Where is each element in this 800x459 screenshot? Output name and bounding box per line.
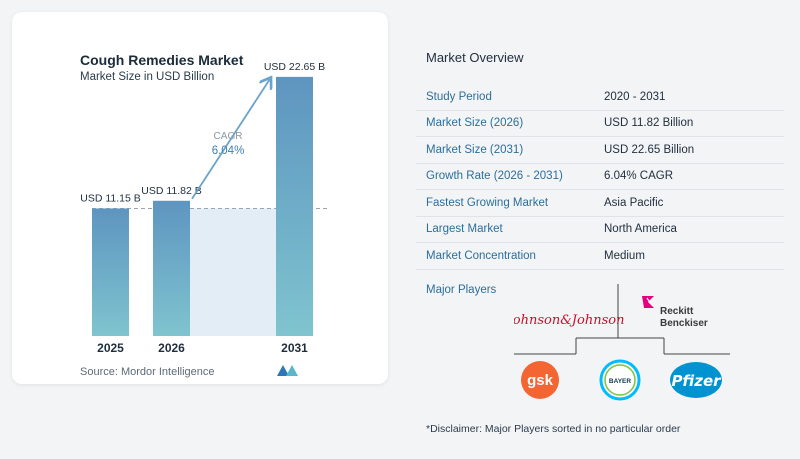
chart-subtitle: Market Size in USD Billion: [80, 71, 215, 83]
svg-text:gsk: gsk: [527, 372, 554, 389]
gsk-logo: gsk: [521, 361, 559, 399]
cagr-label: CAGR: [214, 131, 243, 142]
growth-shade: [190, 208, 276, 336]
row-label: Largest Market: [416, 216, 594, 243]
row-value: USD 22.65 Billion: [594, 136, 784, 164]
table-row: Largest Market North America: [416, 216, 784, 243]
row-label: Market Size (2026): [416, 110, 594, 137]
bar-2025: [92, 208, 129, 336]
table-row: Market Size (2031) USD 22.65 Billion: [416, 136, 784, 164]
johnson-and-johnson-logo: Johnson&Johnson: [514, 313, 624, 328]
bayer-logo: BAYER: [599, 359, 641, 401]
x-tick-2031: 2031: [281, 341, 308, 355]
table-row: Growth Rate (2026 - 2031) 6.04% CAGR: [416, 163, 784, 190]
svg-text:Pfizer: Pfizer: [671, 372, 722, 390]
source-text: Source: Mordor Intelligence: [80, 366, 215, 378]
svg-text:Reckitt: Reckitt: [660, 306, 694, 317]
overview-table: Study Period 2020 - 2031 Market Size (202…: [416, 84, 784, 270]
bar-2031: [276, 76, 313, 336]
row-label: Study Period: [416, 84, 594, 111]
svg-text:Johnson&Johnson: Johnson&Johnson: [514, 313, 624, 328]
row-value: 6.04% CAGR: [594, 163, 784, 190]
bar-chart: USD 11.15 B 2025 USD 11.82 B 2026 USD 22.65 …: [80, 61, 327, 355]
table-row: Fastest Growing Market Asia Pacific: [416, 189, 784, 217]
table-row: Market Size (2026) USD 11.82 Billion: [416, 110, 784, 137]
major-players-label: Major Players: [426, 284, 497, 296]
disclaimer: *Disclaimer: Major Players sorted in no …: [426, 423, 681, 435]
row-value: 2020 - 2031: [594, 84, 784, 111]
pfizer-logo: Pfizer: [670, 362, 722, 398]
row-label: Growth Rate (2026 - 2031): [416, 163, 594, 190]
x-tick-2026: 2026: [158, 341, 185, 355]
data-label-2025: USD 11.15 B: [80, 192, 141, 204]
x-tick-2025: 2025: [97, 341, 124, 355]
overview-title: Market Overview: [426, 50, 524, 65]
table-row: Study Period 2020 - 2031: [416, 84, 784, 111]
table-row: Market Concentration Medium: [416, 242, 784, 270]
chart-title: Cough Remedies Market: [80, 52, 244, 68]
cagr-arrow: [191, 79, 270, 200]
row-label: Market Concentration: [416, 242, 594, 270]
data-label-2031: USD 22.65 B: [264, 61, 325, 73]
reckitt-benckiser-logo: Reckitt Benckiser: [642, 296, 708, 329]
row-label: Market Size (2031): [416, 136, 594, 164]
row-value: USD 11.82 Billion: [594, 110, 784, 137]
svg-text:BAYER: BAYER: [609, 378, 631, 385]
cagr-value: 6.04%: [212, 145, 245, 157]
row-label: Fastest Growing Market: [416, 189, 594, 217]
row-value: North America: [594, 216, 784, 243]
row-value: Asia Pacific: [594, 189, 784, 217]
data-label-2026: USD 11.82 B: [141, 185, 202, 197]
bar-2026: [153, 200, 190, 336]
major-players-logos: Johnson&Johnson Reckitt Benckiser gsk BA…: [514, 284, 730, 401]
svg-text:Benckiser: Benckiser: [660, 318, 708, 329]
mordor-intelligence-icon: [277, 365, 298, 376]
row-value: Medium: [594, 242, 784, 270]
